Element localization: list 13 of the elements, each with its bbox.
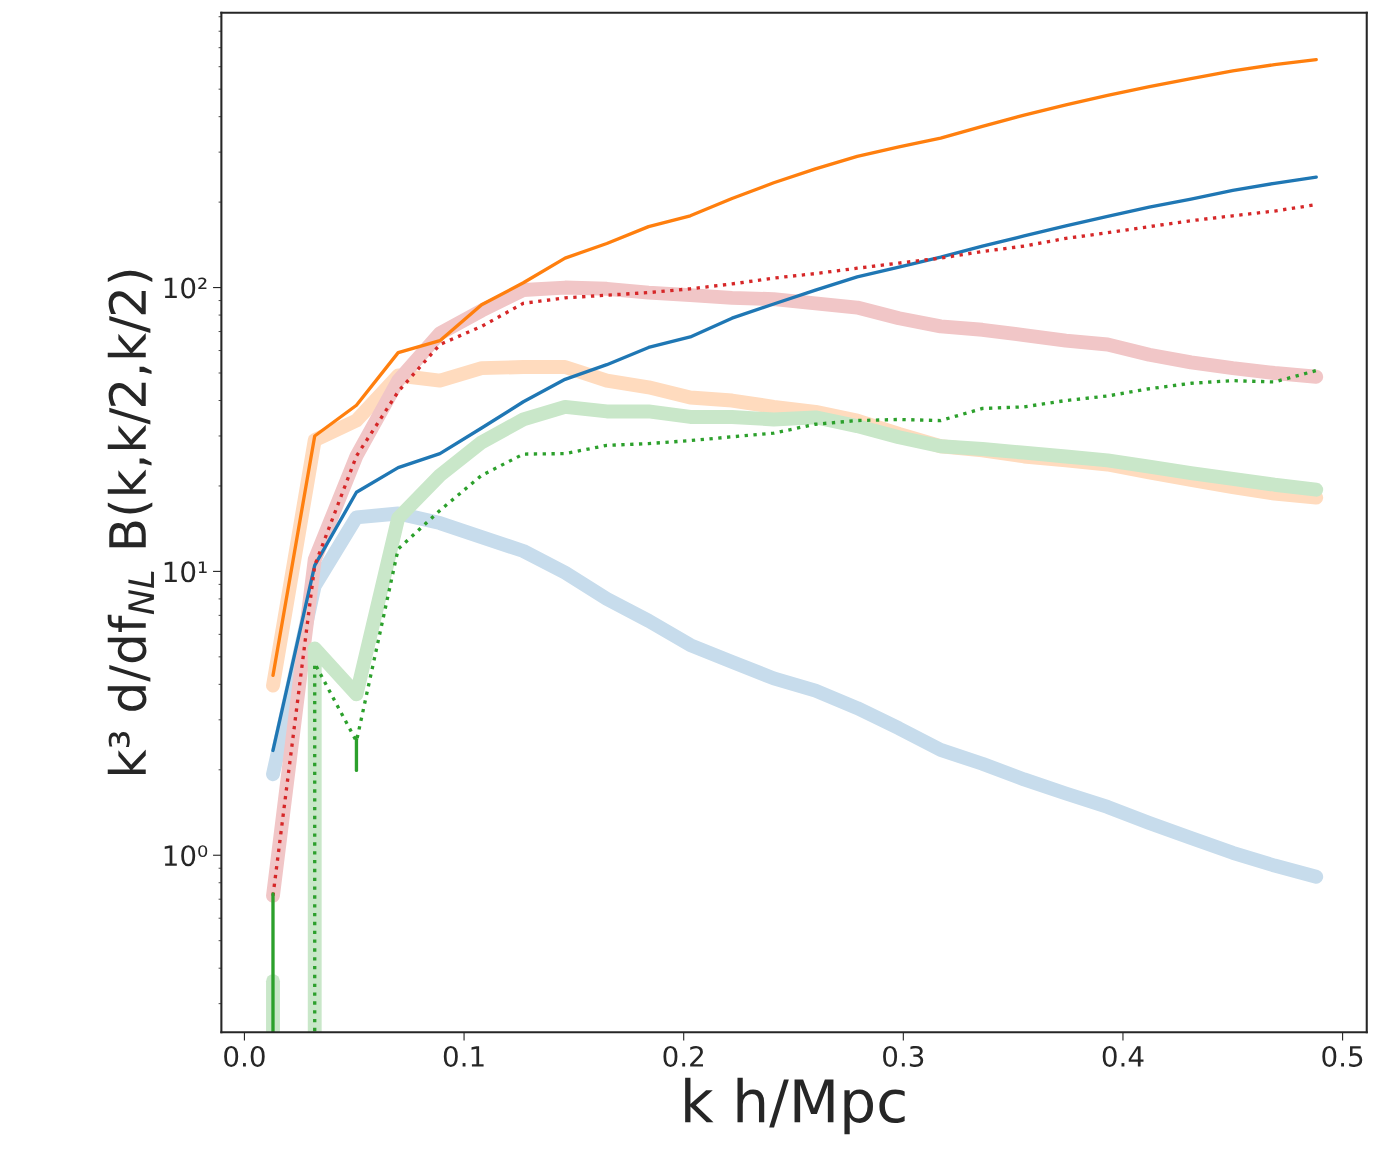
x-tick-label: 0.1: [443, 1045, 484, 1067]
y-tick-label: 10²: [164, 277, 207, 299]
x-tick-label: 0.0: [224, 1045, 265, 1067]
x-tick-label: 0.4: [1102, 1045, 1144, 1067]
x-tick-label: 0.5: [1322, 1045, 1363, 1067]
x-axis-title: k h/Mpc: [685, 1077, 905, 1135]
line-series: [271, 58, 1318, 678]
y-axis-title: k³ d/df$_{NL}$ B(k,k/2,k/2): [107, 270, 154, 774]
x-tick-label: 0.2: [663, 1045, 703, 1067]
x-tick-label: 0.3: [883, 1045, 924, 1067]
y-tick-label: 10⁰: [164, 845, 208, 867]
line-series: [271, 175, 1318, 753]
y-tick-label: 10¹: [164, 561, 207, 583]
